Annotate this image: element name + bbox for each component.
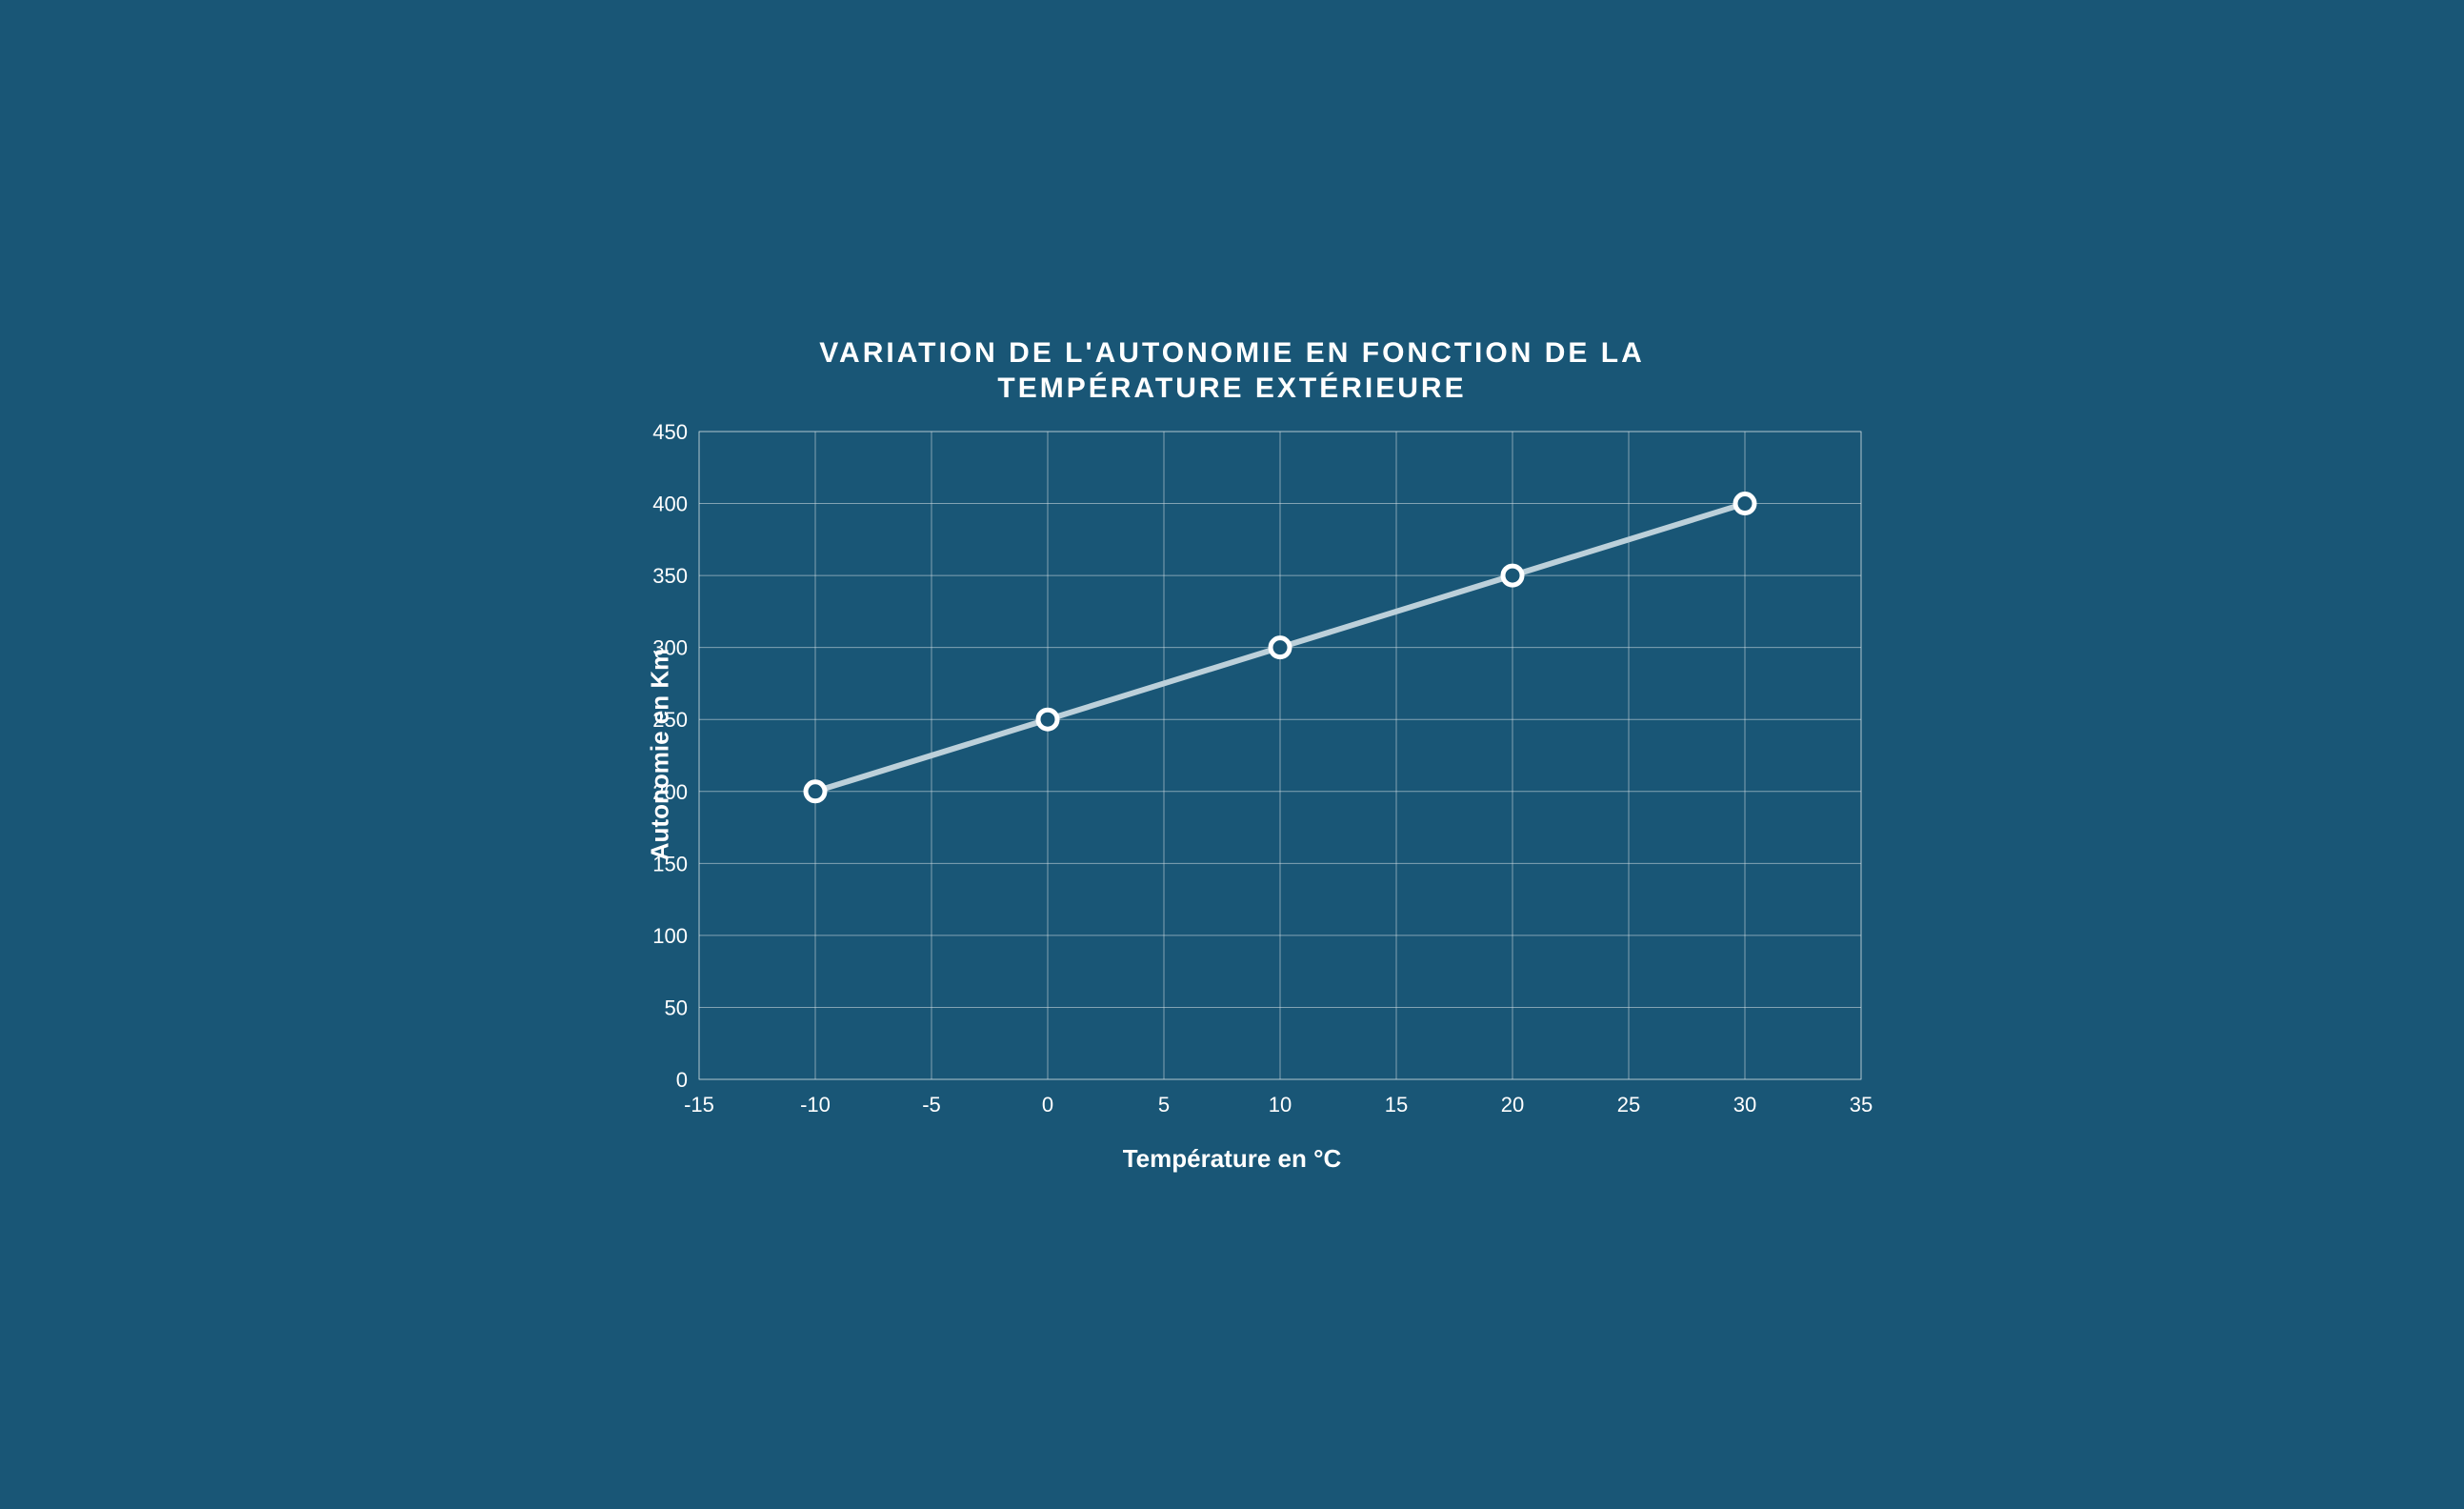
data-point [806,781,825,800]
chart-title-line2: TEMPÉRATURE EXTÉRIEURE [997,372,1466,404]
x-tick-label: 35 [1849,1093,1872,1117]
x-tick-label: 15 [1384,1093,1407,1117]
y-axis-label: Autonomie en Km [645,649,674,860]
x-tick-label: -5 [922,1093,941,1117]
y-tick-label: 350 [652,564,688,588]
plot-outer: 050100150200250300350400450-15-10-505101… [518,412,1947,1174]
autonomy-vs-temperature-chart: VARIATION DE L'AUTONOMIE EN FONCTION DE … [518,318,1947,1192]
x-tick-label: 25 [1616,1093,1639,1117]
x-tick-label: 20 [1500,1093,1523,1117]
y-tick-label: 0 [675,1068,687,1092]
data-point [1503,566,1522,585]
x-tick-label: -15 [684,1093,714,1117]
x-tick-label: 5 [1157,1093,1169,1117]
grid [699,432,1861,1079]
y-tick-label: 100 [652,923,688,947]
y-tick-label: 50 [664,996,687,1019]
x-tick-label: 30 [1733,1093,1755,1117]
data-point [1038,710,1057,729]
x-tick-label: 0 [1041,1093,1052,1117]
y-tick-label: 450 [652,420,688,444]
x-ticks: -15 -10 -5 0 5 10 15 20 25 30 35 [684,1093,1873,1117]
data-point [1735,493,1754,513]
y-tick-label: 400 [652,492,688,515]
x-axis-label: Température en °C [1123,1144,1342,1174]
chart-plot-area: 050100150200250300350400450-15-10-505101… [575,412,1890,1137]
x-tick-label: -10 [800,1093,831,1117]
data-point [1271,637,1290,656]
x-tick-label: 10 [1268,1093,1291,1117]
chart-title: VARIATION DE L'AUTONOMIE EN FONCTION DE … [518,335,1947,407]
chart-title-line1: VARIATION DE L'AUTONOMIE EN FONCTION DE … [819,337,1644,369]
